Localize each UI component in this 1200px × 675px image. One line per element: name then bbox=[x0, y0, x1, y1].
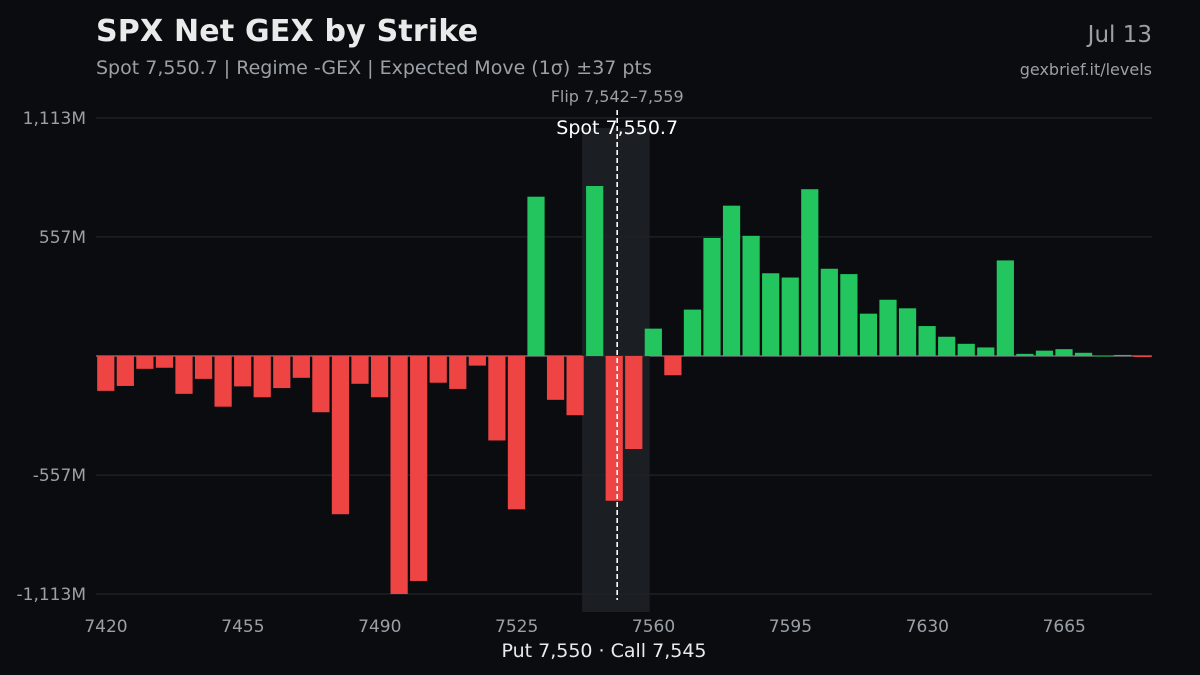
gex-bar bbox=[918, 326, 936, 356]
x-tick-label: 7560 bbox=[632, 617, 675, 637]
x-tick-label: 7595 bbox=[769, 617, 812, 637]
gex-bar bbox=[292, 356, 310, 378]
gex-bar bbox=[938, 336, 956, 356]
gex-bar bbox=[194, 356, 213, 379]
gex-bar bbox=[566, 356, 584, 416]
gex-bar bbox=[429, 356, 447, 383]
gex-bar bbox=[644, 328, 662, 356]
x-tick-label: 7490 bbox=[358, 617, 401, 637]
flip-range-label: Flip 7,542–7,559 bbox=[551, 87, 684, 106]
gex-bar bbox=[1035, 350, 1054, 356]
gex-bar bbox=[234, 356, 252, 387]
gex-bar bbox=[1074, 352, 1093, 356]
gex-bar bbox=[1094, 355, 1112, 357]
gex-bar bbox=[214, 356, 232, 407]
gex-bar bbox=[879, 299, 897, 356]
gex-bar bbox=[390, 356, 408, 594]
bar-layer bbox=[97, 186, 1151, 594]
gex-bar bbox=[136, 356, 154, 369]
gex-bar bbox=[625, 356, 643, 450]
gex-bar bbox=[664, 356, 682, 376]
gex-bar bbox=[449, 356, 467, 389]
gex-bar bbox=[1016, 353, 1034, 356]
x-tick-label: 7630 bbox=[906, 617, 949, 637]
gex-bar bbox=[742, 235, 760, 356]
gex-bar bbox=[781, 277, 799, 356]
y-tick-label: -557M bbox=[33, 466, 86, 486]
gex-bar bbox=[722, 205, 741, 356]
gex-bar bbox=[488, 356, 506, 441]
gex-bar bbox=[586, 186, 604, 356]
gex-bar bbox=[507, 356, 526, 510]
gex-bar bbox=[175, 356, 193, 394]
source-link: gexbrief.it/levels bbox=[1019, 60, 1152, 79]
gex-bar bbox=[1055, 349, 1073, 356]
chart-date: Jul 13 bbox=[1087, 22, 1152, 48]
gex-bar bbox=[1133, 356, 1151, 357]
gex-bar bbox=[273, 356, 291, 389]
gex-bar bbox=[957, 343, 975, 356]
gex-bar bbox=[703, 237, 721, 356]
gex-bar bbox=[1114, 354, 1132, 356]
gex-bar bbox=[468, 356, 486, 366]
chart-title: SPX Net GEX by Strike bbox=[96, 14, 479, 49]
gex-bar bbox=[683, 309, 702, 356]
y-tick-label: 1,113M bbox=[23, 109, 86, 129]
gex-bar bbox=[605, 356, 623, 501]
gex-bar bbox=[898, 308, 917, 356]
gex-bar bbox=[801, 189, 819, 356]
gex-bar bbox=[312, 356, 330, 413]
x-tick-label: 7525 bbox=[495, 617, 538, 637]
spot-label: Spot 7,550.7 bbox=[556, 117, 678, 139]
gex-bar bbox=[546, 356, 565, 400]
gex-bar bbox=[859, 313, 878, 356]
gex-bar bbox=[370, 356, 389, 398]
gex-bar bbox=[97, 356, 115, 391]
x-tick-label: 7455 bbox=[221, 617, 264, 637]
gex-bar bbox=[410, 356, 428, 581]
label-layer: 1,113M 557M -557M -1,113M 7420 7455 7490 7525 75… bbox=[17, 87, 1086, 662]
chart-subtitle: Spot 7,550.7 | Regime -GEX | Expected Mo… bbox=[96, 57, 652, 79]
gex-bar bbox=[155, 356, 174, 368]
y-tick-label: 557M bbox=[39, 228, 86, 248]
gex-bar bbox=[820, 268, 838, 356]
gex-bar bbox=[116, 356, 134, 386]
gex-bar bbox=[762, 273, 780, 356]
gex-bar bbox=[351, 356, 369, 384]
gex-bar bbox=[253, 356, 271, 398]
put-call-wall-label: Put 7,550 · Call 7,545 bbox=[501, 640, 706, 662]
gex-bar bbox=[996, 260, 1014, 356]
y-tick-label: -1,113M bbox=[17, 585, 86, 605]
gex-bar bbox=[840, 274, 858, 356]
x-tick-label: 7665 bbox=[1043, 617, 1086, 637]
gex-bar bbox=[977, 347, 995, 356]
gex-bar bbox=[331, 356, 350, 515]
gex-bar bbox=[527, 196, 545, 356]
x-tick-label: 7420 bbox=[84, 617, 127, 637]
